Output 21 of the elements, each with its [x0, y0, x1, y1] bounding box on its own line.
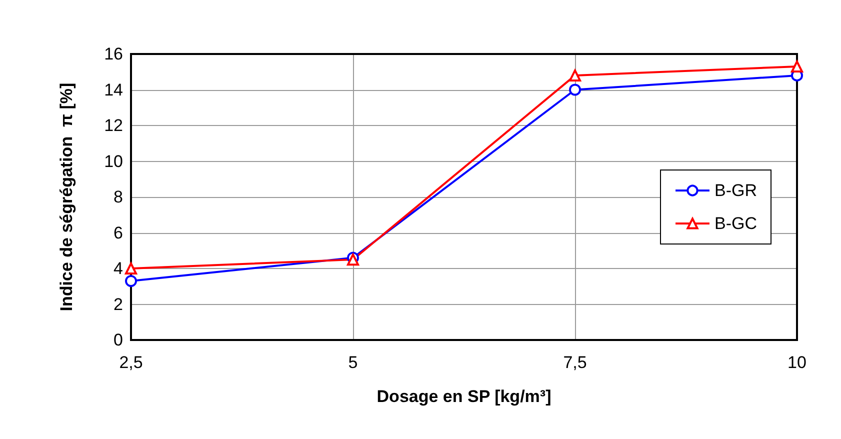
x-axis-title: Dosage en SP [kg/m³]	[376, 387, 552, 406]
y-tick-label: 0	[114, 330, 123, 350]
point	[791, 60, 803, 73]
y-tick-label: 6	[114, 223, 123, 242]
y-tick-label: 16	[104, 44, 123, 64]
y-tick-label: 4	[114, 259, 123, 278]
y-tick-label: 2	[114, 294, 123, 314]
point	[569, 84, 581, 96]
legend-label: B-GR	[714, 181, 757, 200]
y-tick-label: 8	[114, 188, 123, 206]
legend-label: B-GC	[714, 214, 757, 233]
point	[569, 69, 581, 82]
y-tick-label: 10	[104, 152, 123, 171]
point	[125, 275, 137, 288]
x-tick-label: 2,5	[119, 353, 143, 372]
x-tick-label: 7,5	[563, 353, 587, 372]
x-tick-label: 5	[348, 353, 358, 372]
y-tick-label: 12	[104, 116, 123, 135]
y-axis-title: Indice de ségrégation π [%]	[57, 82, 76, 312]
y-tick-label: 14	[104, 80, 123, 100]
x-tick-label: 10	[788, 353, 806, 372]
